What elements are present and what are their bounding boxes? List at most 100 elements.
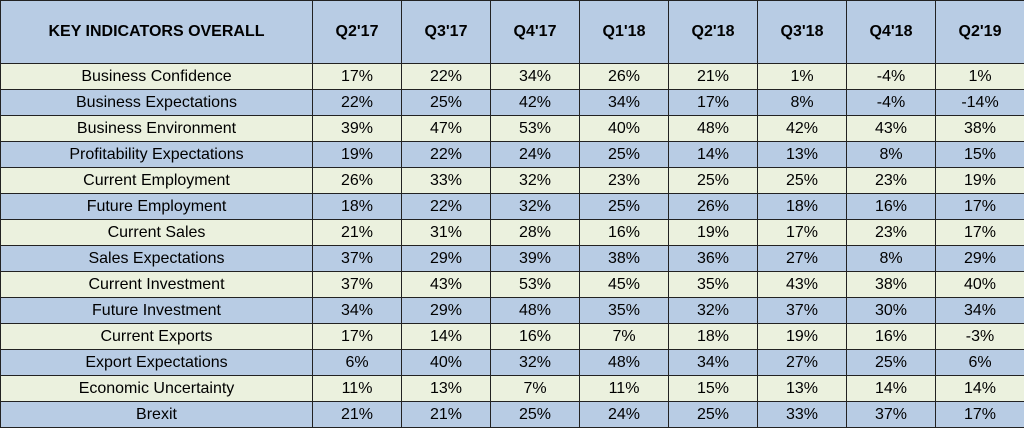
table-cell: 34% — [579, 89, 669, 116]
table-cell: 34% — [668, 349, 758, 376]
table-cell: 31% — [401, 219, 491, 246]
table-cell: 16% — [846, 193, 936, 220]
table-cell: 21% — [401, 401, 491, 428]
table-cell: 17% — [935, 401, 1024, 428]
table-cell: 17% — [757, 219, 847, 246]
row-label: Business Expectations — [0, 89, 313, 116]
table-cell: 34% — [312, 297, 402, 324]
table-row: Business Confidence 17% 22% 34% 26% 21% 1% -4% 1… — [0, 63, 1024, 90]
table-row: Business Environment 39% 47% 53% 40% 48% 42% 43… — [0, 115, 1024, 142]
table-cell: 25% — [846, 349, 936, 376]
table-cell: 26% — [668, 193, 758, 220]
table-cell: 24% — [490, 141, 580, 168]
table-cell: 16% — [490, 323, 580, 350]
table-cell: 18% — [312, 193, 402, 220]
table-cell: 40% — [935, 271, 1024, 298]
table-cell: 16% — [846, 323, 936, 350]
row-label: Current Sales — [0, 219, 313, 246]
table-cell: 7% — [579, 323, 669, 350]
table-cell: 33% — [401, 167, 491, 194]
table-cell: 19% — [757, 323, 847, 350]
row-label: Sales Expectations — [0, 245, 313, 272]
table-cell: 17% — [935, 193, 1024, 220]
table-cell: 34% — [935, 297, 1024, 324]
table-cell: 37% — [312, 271, 402, 298]
table-cell: 23% — [846, 167, 936, 194]
table-cell: 17% — [668, 89, 758, 116]
table-cell: 22% — [401, 193, 491, 220]
column-header: Q2'17 — [312, 0, 402, 64]
row-label: Current Employment — [0, 167, 313, 194]
table-cell: 40% — [401, 349, 491, 376]
table-cell: 42% — [490, 89, 580, 116]
table-cell: 14% — [401, 323, 491, 350]
table-row: Future Investment 34% 29% 48% 35% 32% 37% 30% 34… — [0, 297, 1024, 324]
column-header: Q2'18 — [668, 0, 758, 64]
table-row: Current Employment 26% 33% 32% 23% 25% 25% 23% 1… — [0, 167, 1024, 194]
row-label: Business Environment — [0, 115, 313, 142]
table-cell: 38% — [579, 245, 669, 272]
table-cell: 37% — [846, 401, 936, 428]
table-cell: 17% — [312, 323, 402, 350]
table-cell: 14% — [668, 141, 758, 168]
table-cell: 25% — [668, 167, 758, 194]
table-cell: 43% — [846, 115, 936, 142]
table-cell: 7% — [490, 375, 580, 402]
table-cell: 42% — [757, 115, 847, 142]
table-body: Business Confidence 17% 22% 34% 26% 21% 1% -4% 1… — [0, 63, 1024, 428]
table-cell: 37% — [312, 245, 402, 272]
table-cell: 19% — [312, 141, 402, 168]
table-row: Brexit 21% 21% 25% 24% 25% 33% 37% 17% — [0, 401, 1024, 428]
table-cell: 30% — [846, 297, 936, 324]
table-row: Sales Expectations 37% 29% 39% 38% 36% 27% 8% 29… — [0, 245, 1024, 272]
table-cell: 39% — [312, 115, 402, 142]
table-cell: 48% — [490, 297, 580, 324]
table-cell: 21% — [312, 401, 402, 428]
table-cell: 16% — [579, 219, 669, 246]
table-cell: 29% — [935, 245, 1024, 272]
table-cell: 19% — [668, 219, 758, 246]
table-cell: 43% — [401, 271, 491, 298]
row-label: Brexit — [0, 401, 313, 428]
row-label: Future Employment — [0, 193, 313, 220]
table-cell: 22% — [401, 63, 491, 90]
table-cell: -4% — [846, 63, 936, 90]
row-label: Business Confidence — [0, 63, 313, 90]
table-cell: 25% — [579, 193, 669, 220]
table-cell: 28% — [490, 219, 580, 246]
table-cell: 39% — [490, 245, 580, 272]
table-cell: 29% — [401, 297, 491, 324]
table-cell: 13% — [401, 375, 491, 402]
table-cell: 6% — [935, 349, 1024, 376]
table-cell: 25% — [490, 401, 580, 428]
table-cell: 25% — [757, 167, 847, 194]
table-cell: 34% — [490, 63, 580, 90]
table-cell: 29% — [401, 245, 491, 272]
table-cell: 17% — [935, 219, 1024, 246]
column-header: Q1'18 — [579, 0, 669, 64]
table-cell: 37% — [757, 297, 847, 324]
table-row: Profitability Expectations 19% 22% 24% 25% 14… — [0, 141, 1024, 168]
table-cell: 27% — [757, 349, 847, 376]
row-label: Future Investment — [0, 297, 313, 324]
table-cell: 15% — [935, 141, 1024, 168]
table-cell: 23% — [579, 167, 669, 194]
column-header: Q4'18 — [846, 0, 936, 64]
table-cell: 22% — [312, 89, 402, 116]
table-cell: 11% — [579, 375, 669, 402]
table-cell: 8% — [846, 141, 936, 168]
table-cell: 40% — [579, 115, 669, 142]
table-cell: 32% — [668, 297, 758, 324]
table-cell: 23% — [846, 219, 936, 246]
table-cell: 48% — [579, 349, 669, 376]
table-cell: 32% — [490, 193, 580, 220]
table-cell: 32% — [490, 349, 580, 376]
table-cell: 43% — [757, 271, 847, 298]
table-cell: 8% — [757, 89, 847, 116]
table-cell: 22% — [401, 141, 491, 168]
table-row: Economic Uncertainty 11% 13% 7% 11% 15% 13% 14%… — [0, 375, 1024, 402]
table-cell: -4% — [846, 89, 936, 116]
table-cell: 13% — [757, 375, 847, 402]
row-label: Export Expectations — [0, 349, 313, 376]
